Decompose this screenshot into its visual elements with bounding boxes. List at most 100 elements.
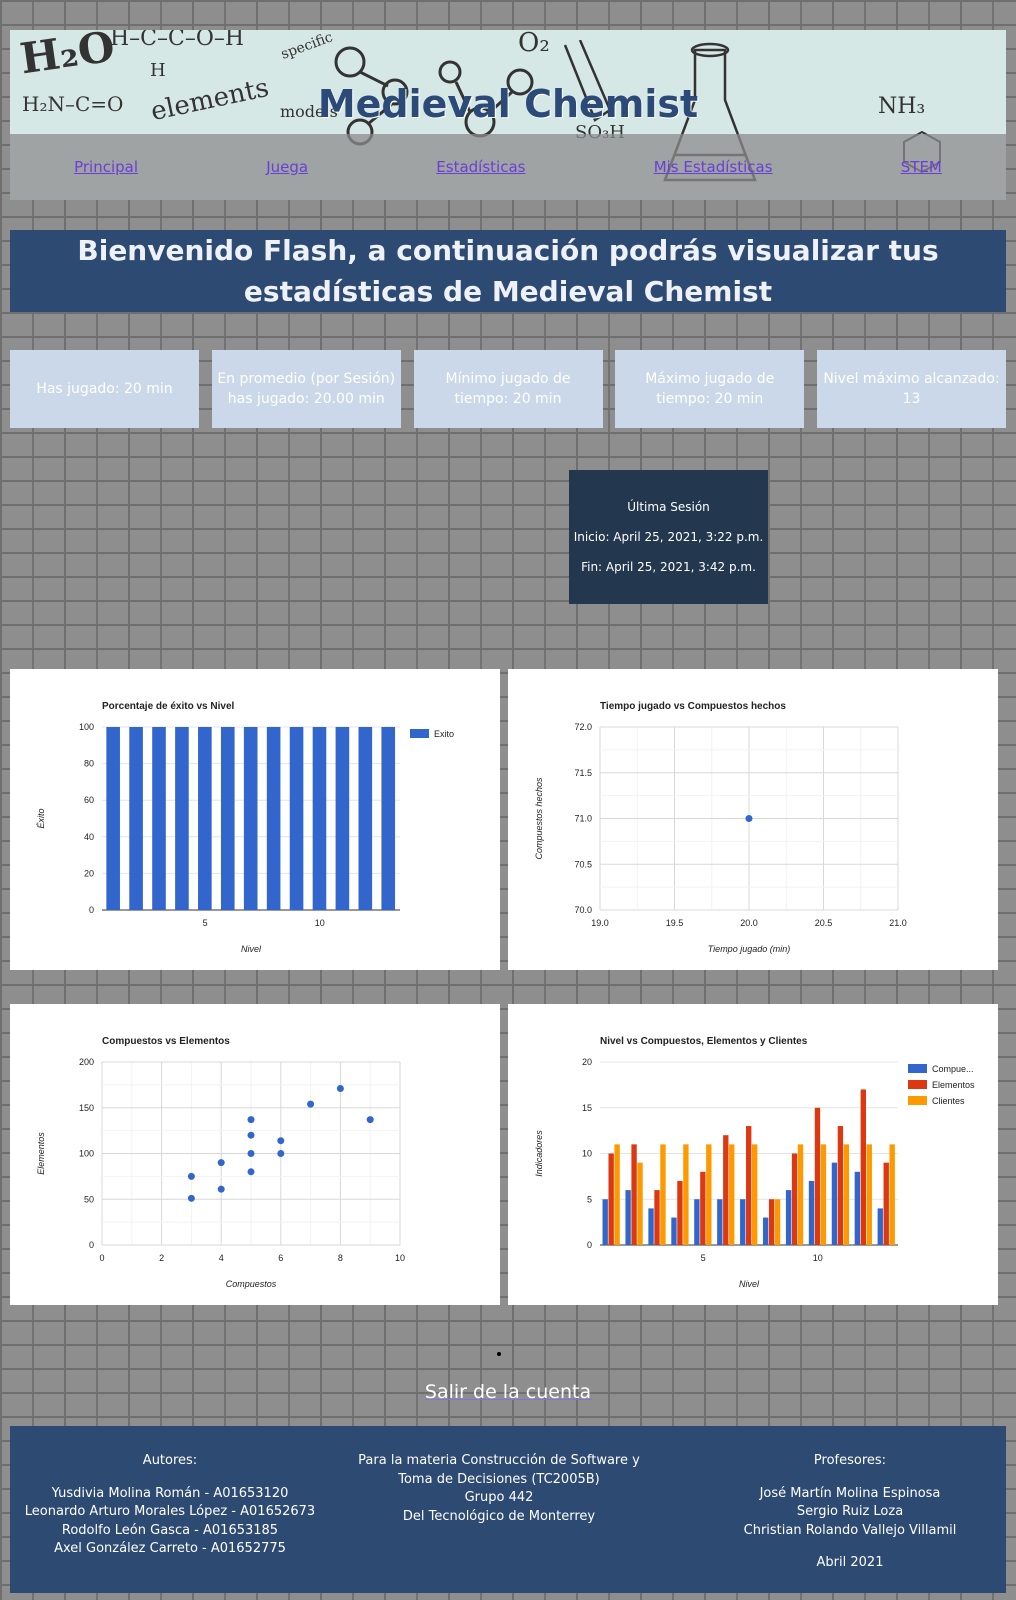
bar — [889, 1144, 895, 1245]
stat-card-max-level: Nivel máximo alcanzado: 13 — [817, 350, 1006, 428]
y-axis-label: Compuestos hechos — [534, 777, 544, 860]
data-point — [366, 1116, 374, 1124]
bar — [129, 727, 143, 910]
course-school: Del Tecnológico de Monterrey — [402, 1508, 596, 1524]
bar — [831, 1162, 838, 1245]
y-tick-label: 100 — [79, 1149, 94, 1159]
logout-link[interactable]: Salir de la cuenta — [424, 1381, 592, 1403]
bar — [631, 1144, 637, 1245]
y-tick-label: 200 — [79, 1057, 94, 1067]
doodle-nh3: NH₃ — [878, 94, 926, 119]
y-tick-label: 0 — [587, 1240, 592, 1250]
chart-level-vs-indicators: Nivel vs Compuestos, Elementos y Cliente… — [508, 1004, 998, 1305]
y-tick-label: 72.0 — [574, 722, 592, 732]
bar — [706, 1144, 712, 1245]
bar — [820, 1144, 827, 1245]
doodle-formula: H–C–C–O–H — [110, 30, 245, 51]
chart-compounds-svg: Compuestos vs Elementos Compuestos Element… — [36, 1036, 405, 1289]
nav-juega[interactable]: Juega — [266, 158, 309, 176]
molecule-drawing-icon — [334, 46, 534, 146]
bar — [677, 1180, 683, 1245]
course-group: Grupo 442 — [464, 1490, 534, 1505]
bar — [860, 1089, 866, 1245]
site-title[interactable]: Medieval Chemist — [317, 82, 699, 126]
x-tick-label: 19.0 — [591, 918, 609, 928]
x-tick-label: 20.5 — [815, 918, 833, 928]
bar — [762, 1217, 769, 1245]
bar — [768, 1199, 775, 1245]
stat-card-average: En promedio (por Sesión) has jugado: 20.… — [211, 350, 401, 428]
y-axis-label: Indicadores — [534, 1130, 544, 1177]
session-start: Inicio: April 25, 2021, 3:22 p.m. — [573, 530, 764, 544]
x-axis-label: Tiempo jugado (min) — [708, 944, 790, 954]
bar — [854, 1171, 861, 1245]
legend-label: Exito — [434, 729, 454, 739]
chart-title: Compuestos vs Elementos — [102, 1036, 230, 1047]
y-axis-label: Elementos — [36, 1132, 46, 1175]
nav-principal[interactable]: Principal — [74, 158, 139, 176]
data-point — [745, 815, 753, 822]
bar — [266, 727, 281, 910]
x-tick-label: 5 — [701, 1253, 706, 1263]
main-nav: Principal Juega Estadísticas Mis Estadís… — [10, 134, 1006, 200]
footer-professors: Profesores: José Martín Molina Espinosa … — [710, 1452, 990, 1573]
x-tick-label: 0 — [99, 1253, 104, 1263]
author-item: Axel González Carreto - A01652775 — [54, 1541, 286, 1556]
author-item: Leonardo Arturo Morales López - A0165267… — [24, 1504, 316, 1519]
bar — [608, 1153, 614, 1245]
session-end: Fin: April 25, 2021, 3:42 p.m. — [581, 560, 756, 574]
last-session-box: Última Sesión Inicio: April 25, 2021, 3:… — [569, 470, 768, 604]
data-point — [247, 1150, 255, 1157]
y-tick-label: 5 — [587, 1194, 592, 1204]
bar — [289, 727, 304, 910]
legend-label: Compue... — [932, 1064, 974, 1074]
footer-date: Abril 2021 — [816, 1555, 884, 1570]
nav-estadisticas[interactable]: Estadísticas — [436, 158, 526, 176]
y-tick-label: 20 — [84, 868, 94, 878]
y-tick-label: 60 — [84, 795, 94, 805]
footer-course: Para la materia Construcción de Software… — [346, 1452, 652, 1526]
x-tick-label: 21.0 — [889, 918, 907, 928]
x-tick-label: 19.5 — [666, 918, 684, 928]
y-tick-label: 0 — [89, 905, 94, 915]
bar — [152, 727, 166, 910]
x-tick-label: 20.0 — [740, 918, 758, 928]
data-point — [277, 1137, 285, 1145]
bar — [785, 1190, 792, 1245]
bar — [683, 1144, 689, 1245]
authors-title: Autores: — [142, 1453, 198, 1468]
bar — [243, 727, 258, 910]
y-tick-label: 0 — [89, 1240, 94, 1250]
bar — [175, 727, 189, 910]
bar — [717, 1199, 723, 1245]
y-tick-label: 71.5 — [574, 768, 592, 778]
stat-card-total: Has jugado: 20 min — [10, 350, 199, 428]
profs-title: Profesores: — [813, 1453, 887, 1468]
bar — [843, 1144, 850, 1245]
y-tick-label: 100 — [79, 722, 94, 732]
bar — [637, 1162, 643, 1245]
x-tick-label: 10 — [395, 1253, 405, 1263]
footer-authors: Autores: Yusdivia Molina Román - A016531… — [20, 1452, 320, 1559]
y-tick-label: 70.0 — [574, 905, 592, 915]
prof-item: José Martín Molina Espinosa — [759, 1485, 941, 1501]
bar — [814, 1107, 821, 1245]
nav-mis-estadisticas[interactable]: Mis Estadísticas — [653, 158, 773, 176]
doodle-h2o: H₂O — [17, 30, 118, 84]
chart-time-svg: Tiempo jugado vs Compuestos hechos Tiempo… — [534, 701, 907, 954]
legend-swatch — [908, 1064, 927, 1073]
x-tick-label: 6 — [278, 1253, 283, 1263]
bar — [883, 1162, 889, 1245]
y-axis-label: Éxito — [36, 808, 46, 828]
doodle-o2: O₂ — [518, 30, 550, 58]
legend-swatch — [410, 729, 429, 738]
bar — [791, 1153, 798, 1245]
author-item: Rodolfo León Gasca - A01653185 — [61, 1522, 279, 1538]
x-tick-label: 10 — [813, 1253, 823, 1263]
chart-success-vs-level: Porcentaje de éxito vs Nivel Nivel Éxito 0 2… — [10, 669, 500, 970]
y-tick-label: 15 — [582, 1103, 592, 1113]
legend-label: Clientes — [932, 1096, 965, 1106]
bar — [797, 1144, 804, 1245]
bar — [358, 727, 373, 910]
nav-stem[interactable]: STEM — [900, 158, 942, 176]
